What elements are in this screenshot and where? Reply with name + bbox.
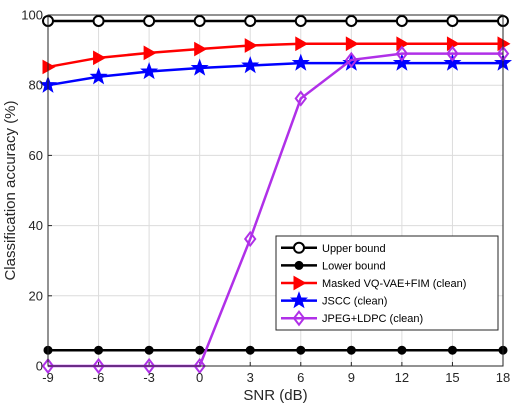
data-point: [143, 14, 156, 27]
data-point: [193, 357, 206, 375]
legend-item: Upper bound: [281, 241, 386, 255]
x-tick-label: 9: [348, 370, 355, 385]
data-point: [294, 90, 308, 107]
data-point: [296, 345, 306, 355]
data-point: [94, 345, 104, 355]
series-line: [47, 42, 503, 69]
y-tick-labels: 0 20 40 60 80 100: [21, 8, 43, 374]
x-tick-label: 3: [247, 370, 254, 385]
data-point: [291, 53, 310, 71]
y-axis-label: Classification accuracy (%): [2, 100, 19, 280]
x-tick-label: -3: [143, 370, 155, 385]
data-point: [345, 36, 359, 52]
data-point: [244, 38, 258, 53]
legend-label: JSCC (clean): [322, 296, 387, 308]
data-point: [42, 59, 56, 75]
data-point: [144, 345, 154, 355]
series-1: [43, 345, 508, 355]
data-point: [92, 14, 105, 27]
y-tick-label: 0: [36, 359, 43, 374]
data-point: [446, 45, 459, 62]
data-point: [245, 345, 255, 355]
legend-item: JSCC (clean): [281, 291, 387, 309]
y-tick-label: 20: [29, 288, 43, 303]
data-point: [195, 345, 205, 355]
x-tick-label: -6: [93, 370, 105, 385]
data-point: [395, 45, 409, 62]
legend: Upper bound Lower bound Masked VQ-VAE+FIM …: [275, 235, 499, 331]
legend-marker: [294, 260, 304, 270]
data-point: [392, 53, 411, 71]
legend-item: JPEG+LDPC (clean): [281, 310, 423, 327]
y-tick-label: 40: [29, 218, 43, 233]
data-point: [92, 357, 105, 375]
series-line: [47, 61, 503, 87]
x-tick-labels: -9 -6 -3 0 3 6 9 12 15 18: [42, 370, 510, 385]
legend-label: Lower bound: [322, 260, 386, 272]
y-tick-label: 60: [29, 148, 43, 163]
data-point: [89, 67, 108, 85]
data-point: [443, 53, 462, 71]
y-tick-label: 80: [29, 78, 43, 93]
data-point: [295, 36, 309, 52]
legend-marker: [293, 275, 307, 291]
data-point: [345, 14, 358, 27]
x-tick-label: 6: [297, 370, 304, 385]
x-tick-label: 12: [395, 370, 409, 385]
legend-marker: [293, 241, 305, 254]
data-point: [194, 41, 208, 57]
plot-frame: [47, 14, 504, 367]
data-point: [346, 345, 356, 355]
data-point: [193, 14, 206, 27]
legend-label: JPEG+LDPC (clean): [322, 313, 423, 325]
x-tick-label: -9: [42, 370, 54, 385]
series-2: [42, 36, 511, 75]
x-tick-label: 18: [496, 370, 510, 385]
data-point: [140, 62, 159, 80]
legend-label: Masked VQ-VAE+FIM (clean): [322, 278, 466, 290]
data-point: [243, 230, 257, 248]
x-axis-label: SNR (dB): [243, 387, 307, 404]
data-point: [93, 50, 107, 66]
x-tick-label: 0: [196, 370, 203, 385]
data-point: [143, 45, 157, 61]
data-point: [244, 14, 257, 27]
legend-item: Lower bound: [281, 260, 386, 272]
data-point: [294, 14, 307, 27]
data-point: [190, 58, 209, 76]
data-point: [345, 51, 358, 69]
legend-label: Upper bound: [322, 243, 386, 255]
legend-item: Masked VQ-VAE+FIM (clean): [281, 275, 466, 291]
data-point: [446, 14, 459, 27]
data-point: [142, 357, 156, 375]
legend-marker: [292, 310, 306, 327]
y-tick-label: 100: [21, 8, 43, 23]
data-point: [395, 14, 408, 27]
legend-marker: [289, 291, 309, 309]
data-point: [447, 345, 457, 355]
data-point: [41, 357, 55, 375]
x-tick-label: 15: [445, 370, 459, 385]
data-point: [397, 345, 407, 355]
data-point: [241, 56, 260, 74]
